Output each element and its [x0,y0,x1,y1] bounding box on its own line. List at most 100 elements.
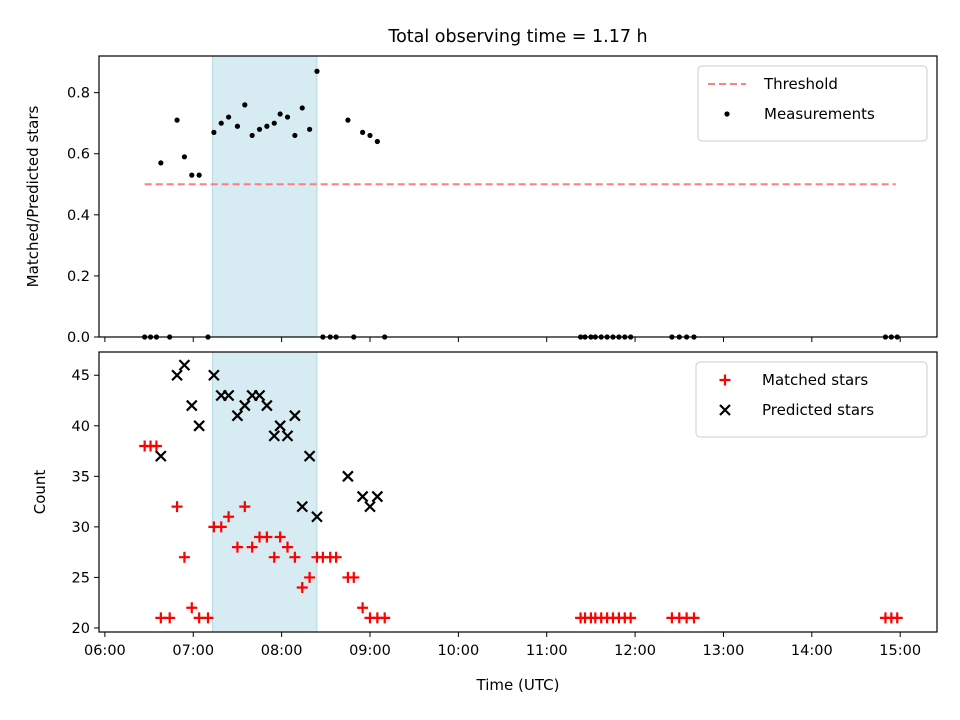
plot-frame [98,55,938,338]
predicted-stars-point [281,430,294,442]
x-tick-label: 11:00 [526,643,568,659]
legend: Threshold Measurements [697,65,928,142]
measurement-point [299,105,305,111]
predicted-stars-point [253,389,266,402]
matched-stars-point [231,541,243,553]
predicted-stars-point [311,510,323,523]
legend-matched-swatch [719,374,731,386]
measurement-point [249,132,255,139]
matched-stars-point [215,521,227,533]
matched-stars-point [357,602,369,614]
shaded-span [211,55,318,338]
x-tick-label: 10:00 [437,643,479,659]
legend-label: Predicted stars [762,401,874,419]
legend-predicted-swatch [719,404,731,416]
y-tick-label: 40 [72,419,90,435]
matched-stars-point [171,501,183,513]
predicted-stars-point [261,399,273,412]
measurement-point [271,120,277,126]
predicted-stars-point [289,409,301,422]
matched-stars-point [289,551,301,563]
measurement-point [345,117,351,123]
legend-label: Matched stars [762,371,868,389]
x-tick-label: 06:00 [84,643,126,659]
y-tick-label: 45 [72,368,90,384]
predicted-stars-point [268,430,281,442]
measurement-point [189,172,195,178]
measurement-point [314,68,320,74]
matched-stars-point [379,612,391,624]
x-tick-label: 08:00 [261,643,303,659]
measurement-point [307,126,313,132]
predicted-stars-point [342,470,354,483]
matched-stars-point [178,551,190,563]
predicted-stars-point [239,399,251,412]
predicted-stars-point [356,490,369,503]
measurement-point [158,160,164,166]
matched-stars-point [239,501,251,513]
y-tick-label: 0.0 [67,330,90,346]
matched-stars-point [202,612,214,624]
matched-stars-point [282,541,294,553]
predicted-stars-point [155,450,167,462]
matched-stars-point [246,541,258,553]
legend-measurements-swatch [724,111,730,117]
y-tick-label: 0.2 [67,269,90,285]
y-tick-label: 20 [72,621,90,637]
ratio-panel: 0.0 0.2 0.4 0.6 0.8 Matched/Predicted stars Th… [24,55,938,346]
matched-stars-point [304,571,316,583]
x-tick-label: 09:00 [349,643,391,659]
plot-frame [98,351,938,633]
measurement-point [181,154,188,160]
measurement-point [367,132,373,139]
y-tick-label: 35 [72,469,90,485]
predicted-stars-point [231,409,244,422]
measurement-point [360,129,366,135]
y-tick-label: 0.8 [67,86,90,102]
legend-label: Threshold [763,75,838,93]
matched-stars-point [268,551,280,563]
predicted-stars-point [193,420,205,432]
x-tick-label: 07:00 [172,643,214,659]
predicted-stars-point [274,420,286,432]
matched-stars-point [330,551,342,563]
measurement-point [264,123,270,129]
y-tick-label: 30 [72,520,90,536]
measurement-point [277,111,283,117]
measurement-point [284,114,291,120]
y-tick-label: 25 [72,570,90,586]
y-axis-label: Matched/Predicted stars [24,106,42,288]
matched-stars-point [186,602,198,614]
y-tick-label: 0.6 [67,147,90,163]
matched-stars-point [296,582,308,594]
shaded-span [211,351,318,633]
matched-stars-point [891,612,903,624]
count-panel: 20 25 30 35 40 45 06:00 07:00 08:00 09:00 10:00 11:… [31,351,938,659]
measurement-point [218,120,224,126]
matched-stars-point [688,612,700,624]
measurement-point [374,138,380,145]
x-axis-label: Time (UTC) [476,676,560,694]
measurement-point [226,114,232,120]
predicted-stars-point [296,500,309,513]
predicted-stars-point [186,399,198,412]
measurement-point [256,126,263,132]
chart-title: Total observing time = 1.17 h [387,27,647,47]
legend-box [697,65,928,142]
predicted-stars-point [222,389,235,402]
matched-stars-point [150,440,162,452]
x-tick-label: 13:00 [703,643,745,659]
predicted-stars-point [178,359,191,371]
measurement-point [196,172,202,178]
predicted-stars-point [208,369,220,382]
measurement-point [292,132,298,139]
x-tick-label: 15:00 [879,643,921,659]
x-tick-label: 14:00 [791,643,833,659]
predicted-stars-point [371,490,384,503]
legend-label: Measurements [764,105,875,123]
matched-stars-point [274,531,286,543]
legend: Matched stars Predicted stars [695,361,928,438]
matched-stars-point [223,511,235,523]
predicted-stars-point [171,369,183,382]
